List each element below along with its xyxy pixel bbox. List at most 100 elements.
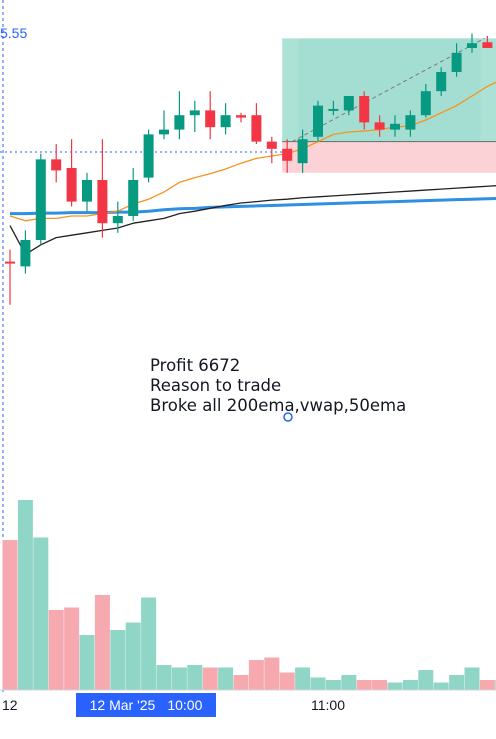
price-axis-label: 5.55 <box>0 25 28 41</box>
candle[interactable] <box>359 91 370 130</box>
candle[interactable] <box>374 115 385 137</box>
volume-bar <box>433 682 449 690</box>
volume-bar <box>218 667 234 690</box>
cursor-circle <box>283 412 293 422</box>
candle-body <box>159 129 169 135</box>
candle-body <box>143 134 154 178</box>
candle-body <box>220 115 231 128</box>
candle[interactable] <box>343 96 354 116</box>
candle[interactable] <box>297 129 308 173</box>
volume-bar <box>48 610 64 690</box>
candle[interactable] <box>436 67 447 96</box>
candle-body <box>467 43 477 48</box>
candle[interactable] <box>236 112 246 123</box>
candle[interactable] <box>174 91 185 140</box>
volume-bar <box>110 630 126 690</box>
candle[interactable] <box>313 100 323 142</box>
candle-body <box>251 115 262 142</box>
volume-bar <box>141 597 157 690</box>
candle-body <box>5 261 15 264</box>
vwap-line <box>9 185 496 256</box>
candle-body <box>405 115 416 130</box>
candle[interactable] <box>66 139 77 207</box>
annotation-profit: Profit 6672 <box>150 356 241 375</box>
candle[interactable] <box>482 36 493 48</box>
candle-body <box>374 122 385 130</box>
ema50-line <box>9 81 496 222</box>
candle-body <box>359 96 370 123</box>
volume-bar <box>64 607 80 690</box>
candle-body <box>451 52 462 72</box>
volume-bar <box>310 677 326 690</box>
candle-body <box>420 91 431 116</box>
volume-bar <box>418 670 434 690</box>
volume-bar <box>479 680 495 690</box>
candle-body <box>236 115 246 118</box>
candle[interactable] <box>159 110 169 140</box>
volume-bar <box>202 667 218 690</box>
crosshair-time-badge: 12 Mar '25 10:00 <box>76 693 216 717</box>
candle[interactable] <box>420 84 431 118</box>
volume-bar <box>387 682 403 690</box>
candle-body <box>128 180 139 216</box>
candle[interactable] <box>51 144 62 183</box>
candle-body <box>20 240 31 267</box>
candle-body <box>328 108 339 111</box>
candle-body <box>66 168 77 202</box>
candle[interactable] <box>143 129 154 183</box>
candle[interactable] <box>128 168 139 221</box>
time-label-day: 12 <box>2 697 18 713</box>
candle[interactable] <box>205 91 216 140</box>
volume-bar <box>125 622 141 690</box>
volume-bar <box>279 672 295 690</box>
candle[interactable] <box>451 43 462 77</box>
long-position-tool[interactable] <box>282 37 496 173</box>
candle[interactable] <box>328 100 339 116</box>
candle[interactable] <box>390 115 400 137</box>
time-label-hour: 11:00 <box>311 697 345 713</box>
volume-bar <box>372 680 388 690</box>
candle-body <box>51 159 62 171</box>
volume-bar <box>156 665 172 690</box>
candle[interactable] <box>112 201 123 233</box>
candle[interactable] <box>251 103 262 144</box>
candle[interactable] <box>189 100 200 132</box>
loss-zone <box>282 141 496 173</box>
trade-path-line <box>291 37 485 143</box>
candle[interactable] <box>220 103 231 135</box>
candles[interactable] <box>5 33 496 305</box>
indicator-lines <box>9 81 496 256</box>
candle[interactable] <box>405 110 416 137</box>
volume-bar <box>79 635 95 690</box>
candle-body <box>482 42 493 48</box>
volume-bar <box>248 660 264 690</box>
candle-body <box>343 96 354 111</box>
volume-bar <box>449 675 465 690</box>
crosshair-date: 12 Mar '25 <box>89 697 156 713</box>
candle[interactable] <box>35 153 46 245</box>
candle[interactable] <box>82 172 92 212</box>
volume-bar <box>233 675 249 690</box>
candle[interactable] <box>266 136 277 164</box>
candle[interactable] <box>467 33 477 53</box>
candle[interactable] <box>282 139 293 173</box>
volume-bar <box>2 540 18 690</box>
candle-body <box>35 159 46 240</box>
volume-bar <box>264 657 280 690</box>
candle[interactable] <box>20 230 31 274</box>
volume-bar <box>356 680 372 690</box>
volume-bar <box>171 667 187 690</box>
candle-body <box>205 110 216 128</box>
candle[interactable] <box>97 139 108 238</box>
candle-body <box>189 110 200 116</box>
candle[interactable] <box>5 249 15 305</box>
annotation-reason: Reason to trade <box>150 376 282 395</box>
candle-body <box>112 216 123 224</box>
candle-body <box>82 180 92 202</box>
annotation-detail: Broke all 200ema,vwap,50ema <box>150 396 407 415</box>
volume-bar <box>341 675 357 690</box>
candle-body <box>390 123 400 130</box>
candle-body <box>436 72 447 92</box>
volume-bar <box>295 667 311 690</box>
